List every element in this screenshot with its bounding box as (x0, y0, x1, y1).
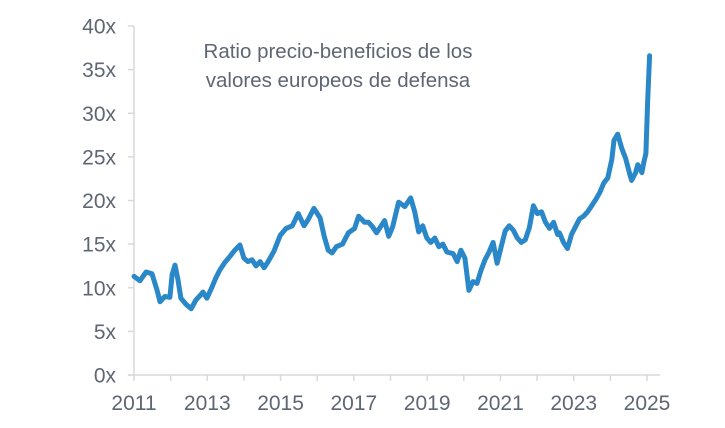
x-tick-label: 2015 (257, 392, 304, 415)
y-tick-label: 40x (82, 16, 116, 39)
x-ticks: 2011 2013 2015 2017 2019 2021 2023 2025 (111, 375, 670, 415)
chart-title-line-2: valores europeos de defensa (206, 69, 471, 92)
y-ticks: 0x 5x 10x 15x 20x 25x 30x 35x 40x (82, 16, 134, 388)
y-tick-label: 0x (94, 365, 117, 388)
x-tick-label: 2011 (111, 392, 156, 415)
x-tick-label: 2017 (330, 392, 377, 415)
series-line-pe-ratio (131, 53, 653, 312)
y-tick-label: 30x (82, 103, 116, 126)
y-tick-label: 25x (82, 146, 116, 169)
x-tick-label: 2019 (404, 392, 451, 415)
y-tick-label: 5x (94, 321, 117, 344)
series-points (134, 56, 650, 309)
x-tick-label: 2025 (624, 392, 671, 415)
chart-title-line-1: Ratio precio-beneficios de los (204, 40, 473, 63)
y-tick-label: 10x (82, 277, 116, 300)
x-tick-label: 2013 (184, 392, 231, 415)
y-tick-label: 15x (82, 234, 116, 257)
x-tick-label: 2021 (477, 392, 524, 415)
y-tick-label: 20x (82, 190, 116, 213)
x-tick-label: 2023 (550, 392, 597, 415)
y-tick-label: 35x (82, 59, 116, 82)
plot-area (131, 53, 653, 312)
chart-title: Ratio precio-beneficios de los valores e… (204, 40, 473, 92)
